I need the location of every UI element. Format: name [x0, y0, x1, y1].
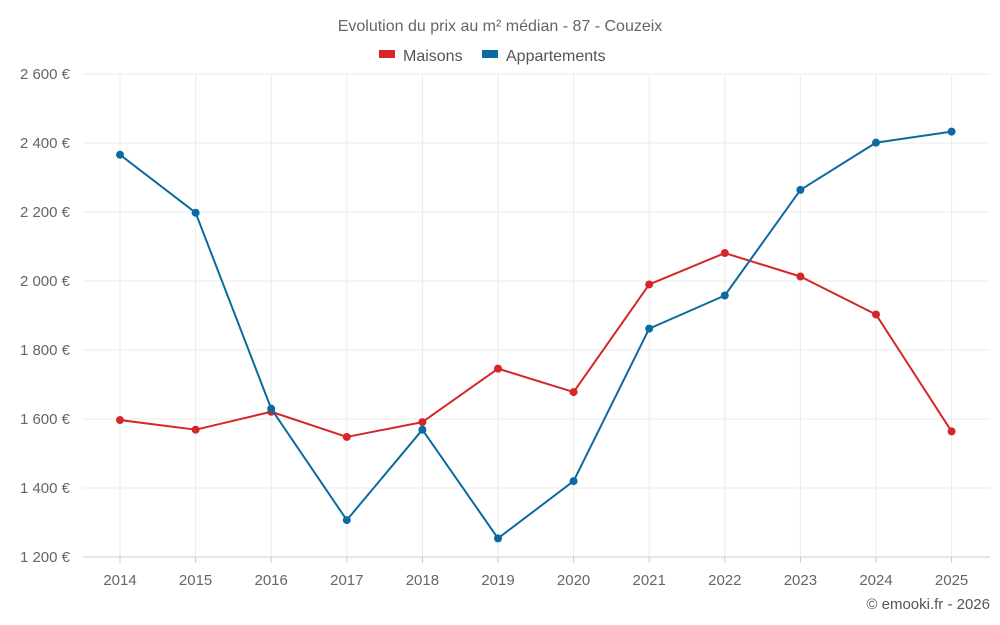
x-tick-label: 2017: [330, 572, 363, 589]
credit-text: © emooki.fr - 2026: [866, 596, 990, 613]
x-tick-label: 2021: [633, 572, 666, 589]
data-point-appartements: [872, 138, 880, 147]
x-tick-label: 2024: [859, 572, 892, 589]
y-tick-label: 1 200 €: [20, 549, 71, 566]
x-tick-label: 2018: [406, 572, 439, 589]
y-tick-label: 2 200 €: [20, 204, 71, 221]
legend-swatch-appartements: [482, 50, 498, 58]
data-point-appartements: [494, 534, 502, 543]
data-point-maisons: [418, 418, 427, 427]
y-tick-label: 1 600 €: [20, 411, 71, 428]
y-tick-label: 2 600 €: [20, 66, 71, 83]
data-point-maisons: [116, 416, 124, 425]
x-gridlines: [119, 74, 953, 563]
data-point-maisons: [191, 425, 200, 434]
legend-label-appartements: Appartements: [506, 48, 606, 65]
x-tick-label: 2022: [708, 572, 741, 589]
data-point-maisons: [569, 388, 578, 397]
x-tick-label: 2014: [103, 572, 136, 589]
series-group: [116, 127, 956, 543]
y-tick-label: 1 800 €: [20, 342, 71, 359]
x-tick-label: 2015: [179, 572, 212, 589]
data-point-maisons: [796, 272, 805, 281]
x-tick-label: 2020: [557, 572, 590, 589]
legend-label-maisons: Maisons: [403, 48, 463, 65]
data-point-appartements: [645, 324, 654, 333]
data-point-maisons: [872, 310, 880, 319]
y-gridlines: [83, 73, 990, 489]
data-point-appartements: [342, 516, 351, 525]
chart-title: Evolution du prix au m² médian - 87 - Co…: [338, 18, 663, 35]
data-point-maisons: [645, 280, 654, 289]
data-point-appartements: [947, 127, 956, 136]
data-point-appartements: [720, 291, 729, 300]
data-point-maisons: [342, 432, 351, 441]
data-point-appartements: [267, 404, 276, 413]
data-point-appartements: [418, 425, 427, 434]
y-tick-label: 1 400 €: [20, 480, 71, 497]
data-point-appartements: [116, 150, 124, 159]
data-point-appartements: [796, 185, 805, 194]
data-point-maisons: [720, 249, 729, 258]
data-point-appartements: [569, 477, 578, 486]
legend-swatch-maisons: [379, 50, 395, 58]
chart-legend: Maisons Appartements: [379, 48, 606, 65]
y-axis-ticks: 1 200 € 1 400 € 1 600 € 1 800 € 2 000 € 2 200…: [20, 66, 71, 566]
data-point-maisons: [947, 427, 956, 436]
y-tick-label: 2 000 €: [20, 273, 71, 290]
series-line-maisons: [119, 252, 953, 438]
x-axis-ticks: 2014 2015 2016 2017 2018 2019 2020 2021 2022 2023…: [103, 572, 968, 589]
series-line-appartements: [119, 130, 952, 540]
data-point-appartements: [191, 208, 200, 217]
data-point-maisons: [494, 364, 502, 373]
x-tick-label: 2023: [784, 572, 817, 589]
x-tick-label: 2016: [255, 572, 288, 589]
x-tick-label: 2019: [481, 572, 514, 589]
x-tick-label: 2025: [935, 572, 968, 589]
y-tick-label: 2 400 €: [20, 135, 71, 152]
